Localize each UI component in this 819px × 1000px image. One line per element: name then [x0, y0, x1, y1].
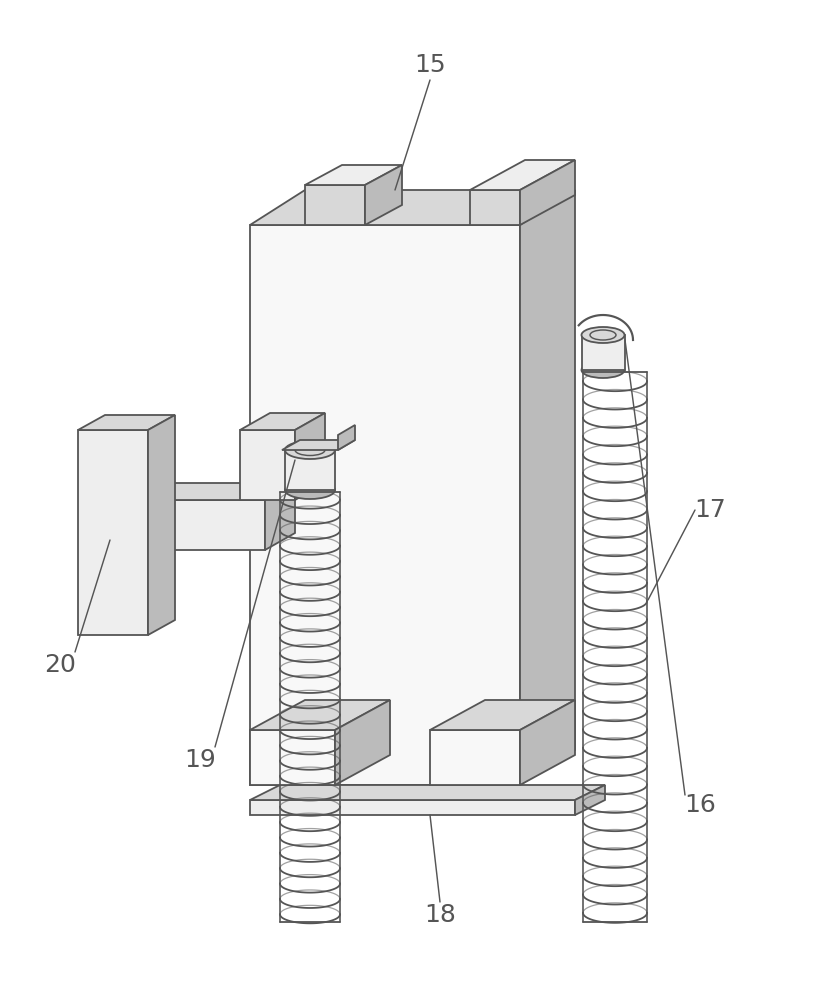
Polygon shape — [250, 800, 574, 815]
Ellipse shape — [285, 481, 335, 499]
Ellipse shape — [581, 327, 624, 343]
Ellipse shape — [285, 441, 335, 459]
Polygon shape — [337, 425, 355, 450]
Polygon shape — [78, 430, 147, 635]
Text: 17: 17 — [693, 498, 725, 522]
Polygon shape — [147, 415, 174, 635]
Polygon shape — [130, 483, 295, 500]
Polygon shape — [364, 165, 401, 225]
Polygon shape — [265, 483, 295, 550]
Polygon shape — [429, 730, 519, 785]
Polygon shape — [282, 440, 355, 450]
Ellipse shape — [581, 362, 624, 378]
Polygon shape — [250, 785, 604, 800]
Polygon shape — [285, 450, 335, 490]
Polygon shape — [469, 160, 574, 190]
Polygon shape — [250, 190, 574, 225]
Polygon shape — [240, 413, 324, 430]
Polygon shape — [519, 190, 574, 785]
Polygon shape — [240, 430, 295, 500]
Text: 16: 16 — [683, 793, 715, 817]
Polygon shape — [335, 700, 390, 785]
Polygon shape — [469, 190, 519, 225]
Polygon shape — [250, 730, 335, 785]
Polygon shape — [130, 500, 265, 550]
Polygon shape — [305, 185, 364, 225]
Polygon shape — [78, 415, 174, 430]
Text: 20: 20 — [44, 653, 76, 677]
Polygon shape — [305, 165, 401, 185]
Polygon shape — [519, 700, 574, 785]
Polygon shape — [574, 785, 604, 815]
Polygon shape — [581, 335, 624, 370]
Polygon shape — [295, 413, 324, 500]
Polygon shape — [429, 700, 574, 730]
Polygon shape — [519, 160, 574, 225]
Text: 15: 15 — [414, 53, 446, 77]
Polygon shape — [250, 225, 519, 785]
Polygon shape — [250, 700, 390, 730]
Text: 19: 19 — [184, 748, 215, 772]
Text: 18: 18 — [423, 903, 455, 927]
